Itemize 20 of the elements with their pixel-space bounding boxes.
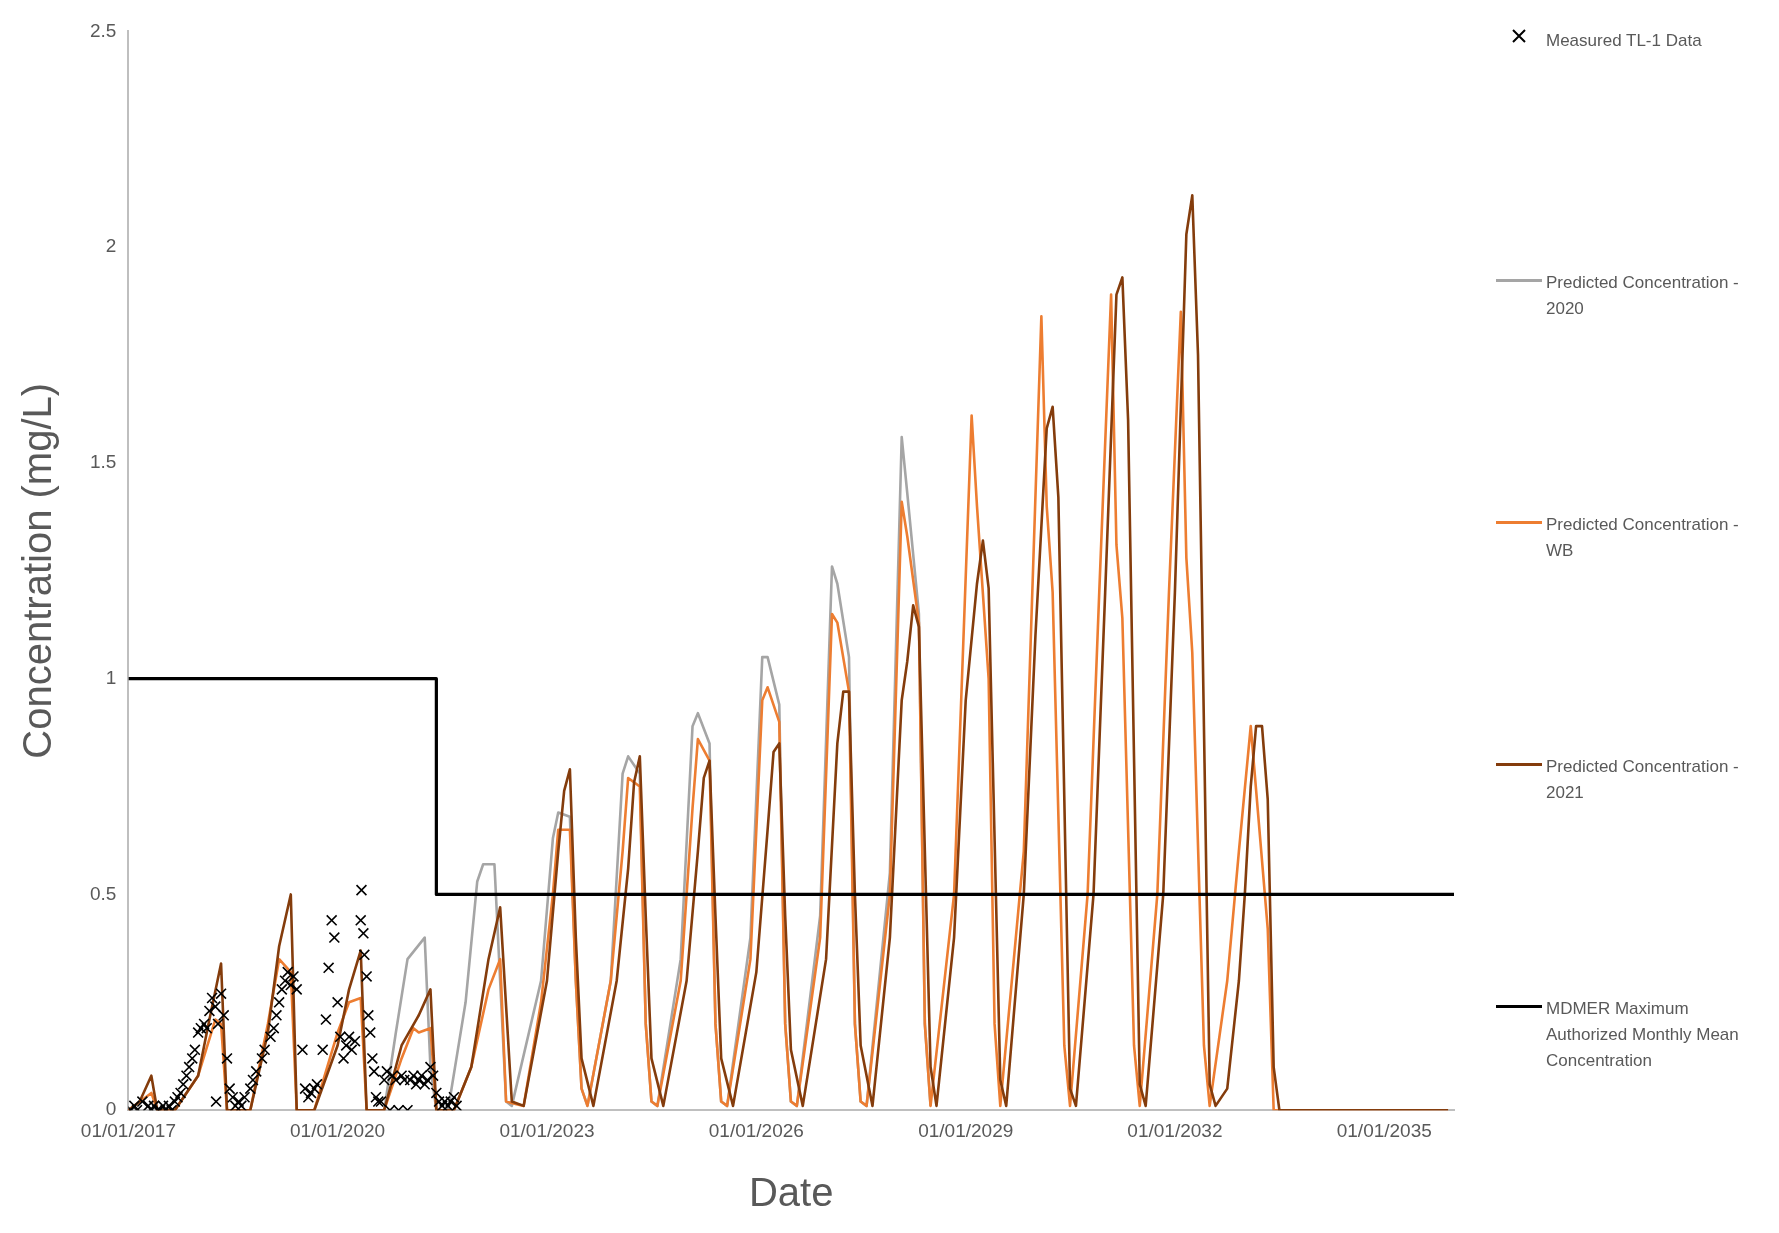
y-axis-title: Concentration (mg/L) (15, 382, 60, 759)
legend-label: Predicted Concentration - WB (1546, 514, 1740, 562)
legend-label: MDMER Maximum Authorized Monthly Mean Concentration (1546, 998, 1740, 1072)
x-axis-title: Date (748, 1170, 834, 1215)
y-tick-label: 2 (105, 235, 117, 257)
y-tick-label: 0 (105, 1098, 117, 1120)
y-tick-label: 0.5 (89, 882, 117, 904)
legend-label: Predicted Concentration - 2021 (1546, 756, 1740, 804)
x-tick-label: 01/01/2035 (1336, 1119, 1432, 1141)
x-tick-label: 01/01/2023 (499, 1119, 595, 1141)
x-tick-label: 01/01/2017 (80, 1119, 176, 1141)
legend-label: Measured TL-1 Data (1546, 30, 1702, 52)
x-tick-label: 01/01/2029 (918, 1119, 1014, 1141)
y-tick-label: 1 (105, 666, 117, 688)
y-tick-label: 1.5 (89, 451, 117, 473)
x-tick-label: 01/01/2026 (708, 1119, 804, 1141)
legend-label: Predicted Concentration - 2020 (1546, 272, 1740, 320)
x-tick-label: 01/01/2032 (1127, 1119, 1223, 1141)
x-tick-label: 01/01/2020 (290, 1119, 386, 1141)
y-tick-label: 2.5 (89, 19, 117, 41)
